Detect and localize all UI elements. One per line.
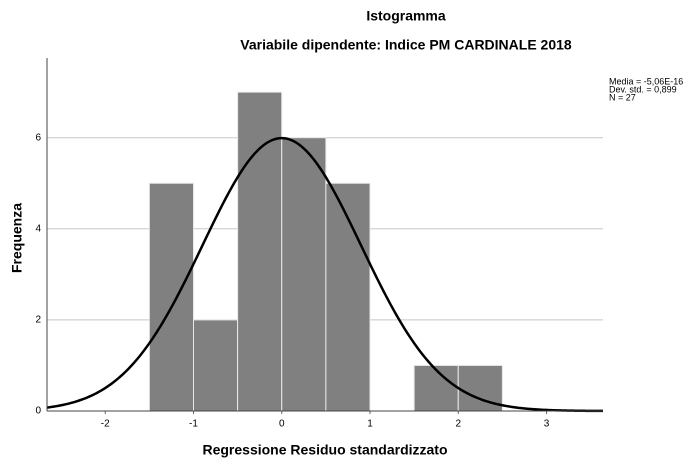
x-axis-title: Regressione Residuo standardizzato: [202, 442, 447, 458]
stat-label: N = 27: [609, 92, 636, 102]
bar: [325, 182, 371, 412]
stat-label: Dev. std. = 0,899: [609, 84, 677, 94]
y-tick-label: 2: [35, 315, 41, 326]
x-tick-label: -2: [101, 419, 110, 430]
y-axis-title: Frequenza: [9, 203, 25, 273]
x-tick-label: 0: [279, 419, 285, 430]
chart-subtitle: Variabile dipendente: Indice PM CARDINAL…: [240, 37, 572, 53]
x-tick-label: 3: [544, 419, 550, 430]
stat-label: Media = -5,06E-16: [609, 76, 683, 86]
bar: [281, 137, 327, 412]
bar: [413, 364, 459, 412]
x-tick-label: 1: [367, 419, 373, 430]
chart-title: Istogramma: [366, 8, 446, 24]
x-tick-label: -1: [189, 419, 198, 430]
normal-curve: [46, 136, 603, 413]
y-tick-label: 0: [35, 406, 41, 417]
bar: [148, 182, 195, 412]
y-tick-label: 4: [35, 223, 41, 234]
y-tick-label: 6: [35, 132, 41, 143]
bar: [193, 319, 239, 412]
x-tick-label: 2: [455, 419, 461, 430]
